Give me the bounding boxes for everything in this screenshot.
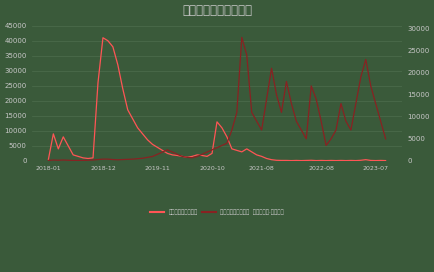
Title: 中国铅锭进出口（吨）: 中国铅锭进出口（吨） [182, 4, 252, 17]
月度铅锭进口（右） [160, 150, 165, 154]
月度铅锭出口（左） [100, 36, 105, 39]
月度铅锭进口（右） [110, 158, 115, 161]
月度铅锭出口（左） [314, 159, 319, 162]
月度铅锭进口（右） [155, 153, 160, 156]
月度铅锭出口（左） [71, 153, 76, 156]
月度铅锭出口（左） [244, 147, 250, 150]
月度铅锭出口（左） [383, 159, 388, 162]
月度铅锭进口（右） [239, 36, 244, 39]
月度铅锭出口（左） [289, 159, 294, 162]
月度铅锭进口（右） [244, 53, 250, 57]
月度铅锭出口（左） [105, 39, 111, 42]
月度铅锭进口（右） [71, 159, 76, 162]
月度铅锭进口（右） [378, 120, 383, 123]
月度铅锭进口（右） [46, 159, 51, 162]
月度铅锭出口（左） [115, 63, 120, 66]
Line: 月度铅锭进口（右）: 月度铅锭进口（右） [48, 37, 386, 160]
月度铅锭进口（右） [383, 137, 388, 140]
Line: 月度铅锭出口（左）: 月度铅锭出口（左） [48, 38, 386, 160]
月度铅锭出口（左） [378, 159, 383, 162]
月度铅锭出口（左） [46, 158, 51, 161]
Legend: 月度铅锭出口（左）, 月度铅锭进口（右）  微信公众号·永安研究: 月度铅锭出口（左）, 月度铅锭进口（右） 微信公众号·永安研究 [148, 207, 286, 217]
